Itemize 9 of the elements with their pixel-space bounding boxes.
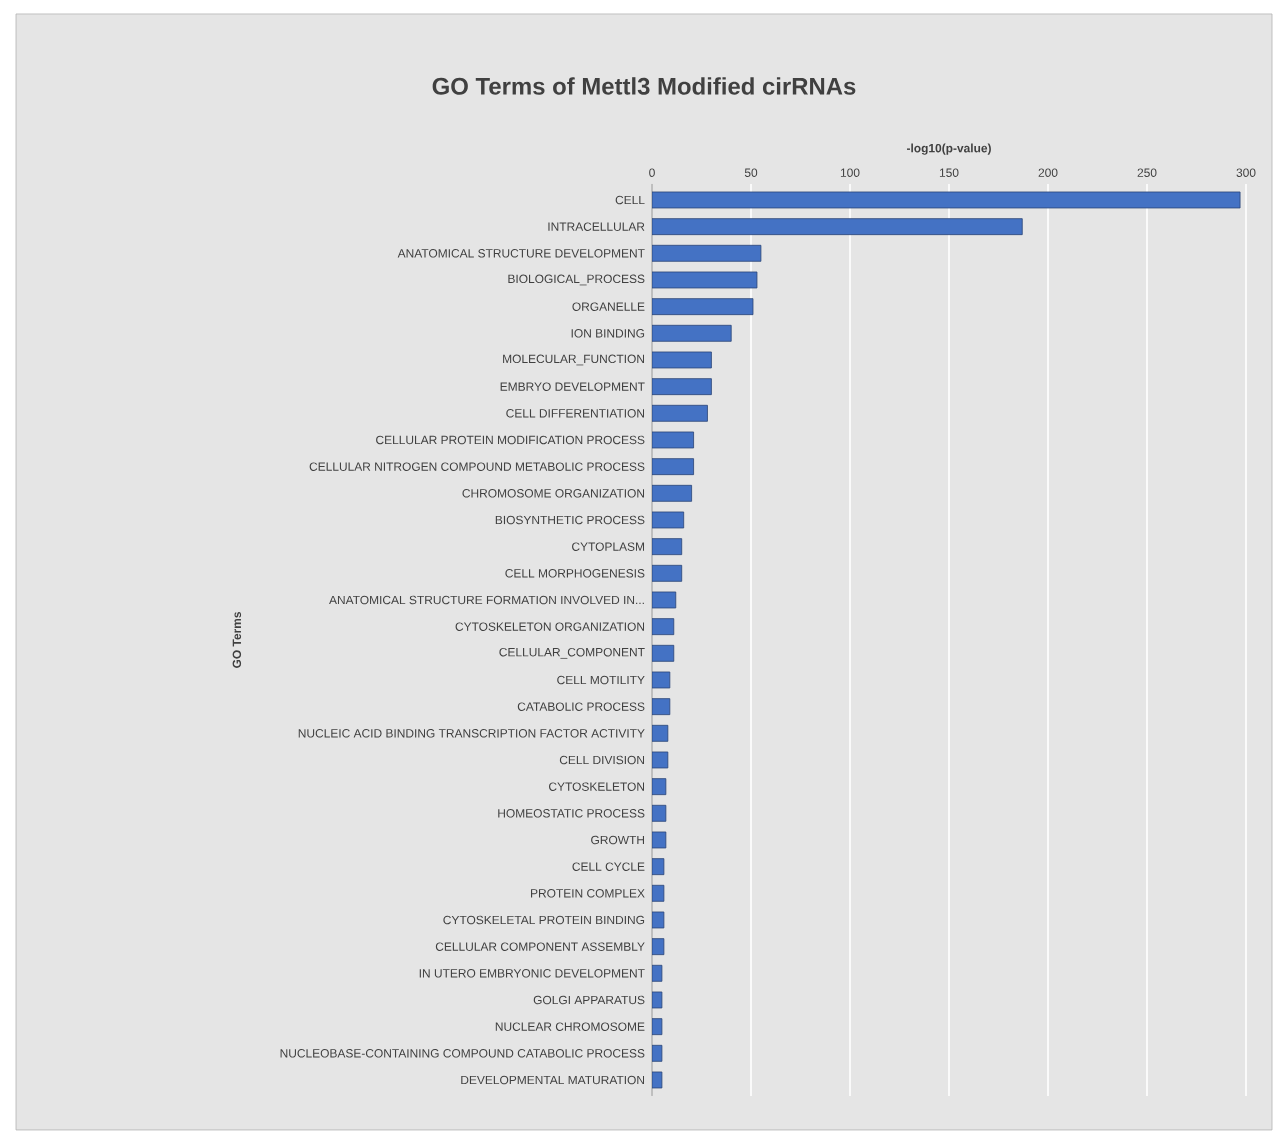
bar — [652, 244, 762, 262]
bar — [652, 404, 708, 422]
bar — [652, 484, 693, 502]
bar — [652, 298, 754, 316]
bar — [652, 218, 1023, 236]
bar — [652, 378, 712, 396]
bar — [652, 324, 732, 342]
bar — [652, 458, 694, 476]
chart-title: GO Terms of Mettl3 Modified cirRNAs — [432, 77, 856, 95]
